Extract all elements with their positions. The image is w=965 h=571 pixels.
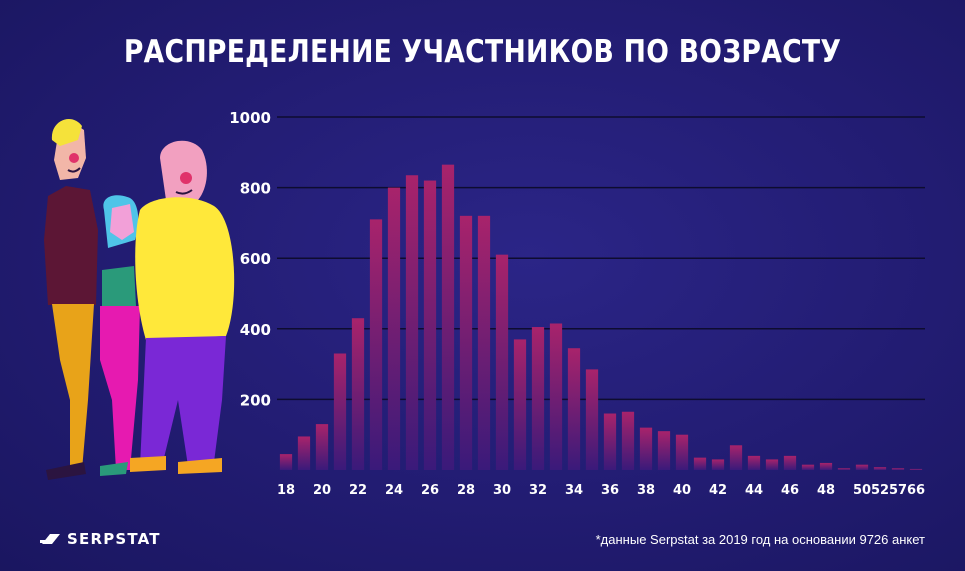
bar-age-22 (351, 318, 365, 470)
bar-age-20 (315, 424, 329, 470)
bar-age-45 (765, 459, 779, 470)
x-tick-label: 57 (889, 483, 907, 498)
bar-age-46 (783, 455, 797, 470)
bar-age-34 (567, 348, 581, 470)
serpstat-logo-icon (40, 534, 60, 544)
y-tick-label: 400 (240, 321, 271, 339)
x-tick-label: 24 (385, 483, 403, 498)
y-tick-label: 200 (240, 391, 271, 409)
bar-age-27 (441, 164, 455, 470)
x-tick-label: 44 (745, 483, 763, 498)
bar-age-19 (297, 436, 311, 470)
bar-age-42 (711, 459, 725, 470)
tall-man-figure (44, 118, 98, 480)
footnote: *данные Serpstat за 2019 год на основани… (595, 532, 925, 547)
gridlines (277, 116, 925, 401)
bar-age-24 (387, 187, 401, 470)
x-tick-labels: 18 20 22 24 26 28 30 32 34 36 38 40 42 44 46 48 50 52 57 66 (277, 483, 925, 498)
x-tick-label: 52 (871, 483, 889, 498)
bar-age-25 (405, 175, 419, 470)
bar-age-41 (693, 457, 707, 470)
bar-age-33 (549, 323, 563, 470)
x-tick-label: 50 (853, 483, 871, 498)
x-tick-label: 26 (421, 483, 439, 498)
y-tick-label: 600 (240, 250, 271, 268)
bar-age-29 (477, 215, 491, 470)
chart-title: РАСПРЕДЕЛЕНИЕ УЧАСТНИКОВ ПО ВОЗРАСТУ (123, 34, 842, 70)
bar-age-32 (531, 327, 545, 470)
x-tick-label: 30 (493, 483, 511, 498)
bar-age-23 (369, 219, 383, 470)
y-tick-label: 1000 (229, 109, 271, 127)
bar-age-66 (909, 468, 923, 470)
bar-age-50 (855, 464, 869, 470)
y-tick-label: 800 (240, 180, 271, 198)
x-tick-label: 32 (529, 483, 547, 498)
bar-age-47 (801, 464, 815, 470)
bar-age-39 (657, 431, 671, 470)
x-tick-label: 20 (313, 483, 331, 498)
x-tick-label: 40 (673, 483, 691, 498)
bar-age-28 (459, 215, 473, 470)
x-tick-label: 46 (781, 483, 799, 498)
x-tick-label: 22 (349, 483, 367, 498)
bar-age-43 (729, 445, 743, 470)
bar-age-35 (585, 369, 599, 470)
serpstat-logo: SERPSTAT (40, 530, 161, 548)
bar-age-38 (639, 427, 653, 470)
bar-age-37 (621, 411, 635, 470)
girl-figure (100, 195, 140, 476)
bars (279, 164, 923, 471)
x-tick-label: 34 (565, 483, 583, 498)
bar-age-40 (675, 434, 689, 470)
bar-age-26 (423, 180, 437, 471)
x-tick-label: 36 (601, 483, 619, 498)
x-tick-label: 66 (907, 483, 925, 498)
bar-age-48 (819, 462, 833, 470)
x-tick-label: 48 (817, 483, 835, 498)
x-tick-label: 42 (709, 483, 727, 498)
bar-age-44 (747, 455, 761, 470)
x-tick-label: 28 (457, 483, 475, 498)
y-tick-labels: 200 400 600 800 1000 (229, 109, 271, 409)
bar-age-52 (873, 467, 887, 470)
bar-age-49 (837, 468, 851, 470)
bar-age-36 (603, 413, 617, 470)
logo-text: SERPSTAT (67, 530, 161, 548)
bar-age-30 (495, 254, 509, 470)
x-tick-label: 38 (637, 483, 655, 498)
bar-age-31 (513, 339, 527, 470)
bar-age-18 (279, 454, 293, 470)
x-tick-label: 18 (277, 483, 295, 498)
bar-age-21 (333, 353, 347, 470)
big-man-figure (130, 140, 235, 474)
bar-age-57 (891, 468, 905, 470)
